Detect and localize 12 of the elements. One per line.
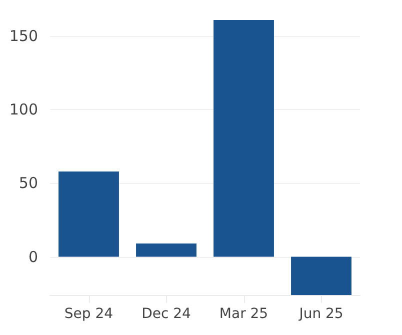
bar (214, 20, 274, 257)
bar (58, 171, 119, 257)
y-tick-label: 50 (18, 174, 38, 192)
y-tick-label: 100 (9, 100, 38, 119)
x-tick-label: Dec 24 (142, 306, 192, 322)
y-tick-label: 150 (9, 27, 38, 46)
x-tick-label: Jun 25 (298, 306, 344, 322)
x-tick-label: Mar 25 (219, 306, 268, 322)
bar (291, 256, 352, 295)
x-tick-label: Sep 24 (64, 306, 114, 322)
bar (136, 244, 196, 257)
y-tick-label: 0 (28, 248, 38, 266)
